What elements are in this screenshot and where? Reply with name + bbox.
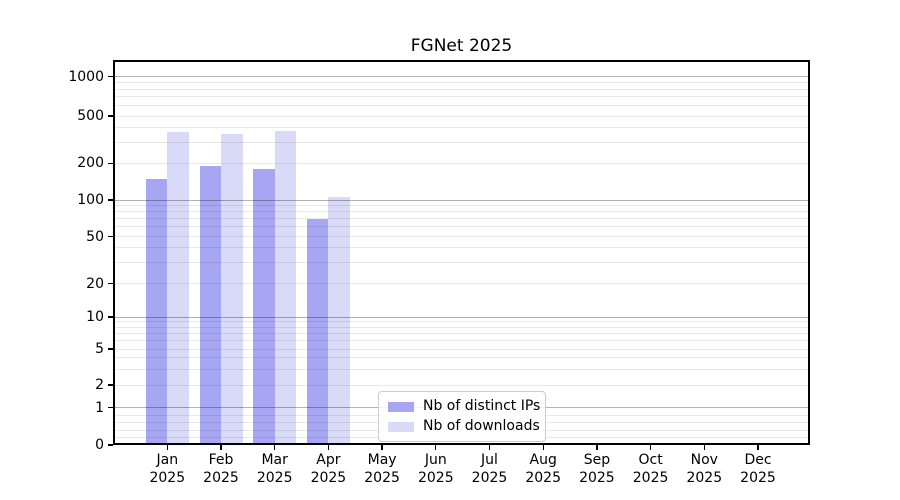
y-tick-label: 2 — [95, 377, 104, 393]
y-tick-mark — [108, 316, 113, 318]
legend: Nb of distinct IPs Nb of downloads — [378, 391, 546, 442]
plot-area: Nb of distinct IPs Nb of downloads — [113, 60, 810, 445]
legend-swatch-distinct-ips — [388, 401, 414, 412]
bar-distinct-ips-mar — [253, 168, 275, 445]
y-tick-mark — [108, 282, 113, 285]
x-tick-label: Oct 2025 — [632, 452, 669, 486]
x-tick-mark — [220, 445, 222, 450]
y-tick-label: 10 — [86, 309, 104, 325]
top-spine — [113, 60, 810, 62]
x-tick-label: Sep 2025 — [579, 452, 615, 486]
y-tick-label: 200 — [77, 155, 104, 172]
x-tick-label: Apr 2025 — [310, 452, 347, 486]
x-tick-label: Feb 2025 — [203, 452, 239, 486]
x-tick-mark — [596, 445, 598, 450]
x-tick-mark — [757, 445, 759, 450]
y-tick-label: 100 — [77, 192, 104, 208]
y-tick-mark — [108, 199, 113, 201]
y-tick-mark — [108, 384, 113, 386]
bar-downloads-jan — [167, 132, 189, 445]
bar-distinct-ips-apr — [306, 218, 329, 445]
y-tick-label: 0 — [95, 437, 104, 453]
x-tick-label: May 2025 — [364, 452, 400, 486]
y-axis-spine — [113, 60, 115, 445]
legend-label-distinct-ips: Nb of distinct IPs — [423, 398, 541, 414]
x-axis-spine — [113, 443, 810, 445]
right-spine — [808, 60, 810, 445]
y-tick-label: 50 — [86, 228, 104, 245]
x-tick-mark — [166, 445, 168, 450]
y-tick-mark — [108, 348, 113, 350]
bar-layer — [113, 60, 810, 445]
x-tick-label: Dec 2025 — [740, 452, 776, 486]
x-tick-label: Jan 2025 — [149, 452, 186, 486]
x-tick-mark — [327, 445, 330, 450]
y-tick-label: 1 — [95, 399, 104, 416]
bar-downloads-mar — [274, 130, 297, 445]
y-tick-mark — [108, 115, 113, 117]
bar-downloads-apr — [328, 197, 350, 445]
x-tick-mark — [488, 445, 491, 450]
bar-distinct-ips-feb — [199, 166, 221, 445]
y-tick-mark — [108, 235, 113, 238]
bar-downloads-feb — [221, 134, 243, 445]
x-tick-mark — [274, 445, 276, 450]
x-tick-mark — [703, 445, 705, 450]
legend-swatch-downloads — [388, 421, 414, 432]
y-tick-label: 500 — [77, 108, 104, 124]
x-tick-label: Mar 2025 — [256, 452, 293, 486]
y-tick-label: 5 — [95, 341, 104, 357]
x-tick-label: Aug 2025 — [525, 452, 561, 486]
x-tick-label: Jun 2025 — [417, 452, 454, 486]
y-tick-mark — [108, 444, 113, 446]
x-tick-label: Jul 2025 — [471, 452, 508, 486]
x-tick-mark — [542, 445, 544, 450]
x-tick-mark — [381, 445, 383, 450]
legend-item-downloads: Nb of downloads — [388, 419, 540, 434]
bar-distinct-ips-jan — [145, 178, 168, 445]
y-tick-mark — [108, 407, 113, 409]
legend-label-downloads: Nb of downloads — [423, 418, 540, 434]
y-tick-mark — [108, 75, 113, 78]
x-tick-label: Nov 2025 — [686, 452, 723, 486]
legend-item-distinct-ips: Nb of distinct IPs — [388, 399, 540, 414]
y-tick-label: 20 — [86, 275, 104, 292]
x-tick-mark — [435, 445, 437, 450]
x-tick-mark — [649, 445, 652, 450]
chart-title: FGNet 2025 — [410, 36, 513, 56]
y-tick-label: 1000 — [68, 68, 104, 85]
y-tick-mark — [108, 162, 113, 164]
